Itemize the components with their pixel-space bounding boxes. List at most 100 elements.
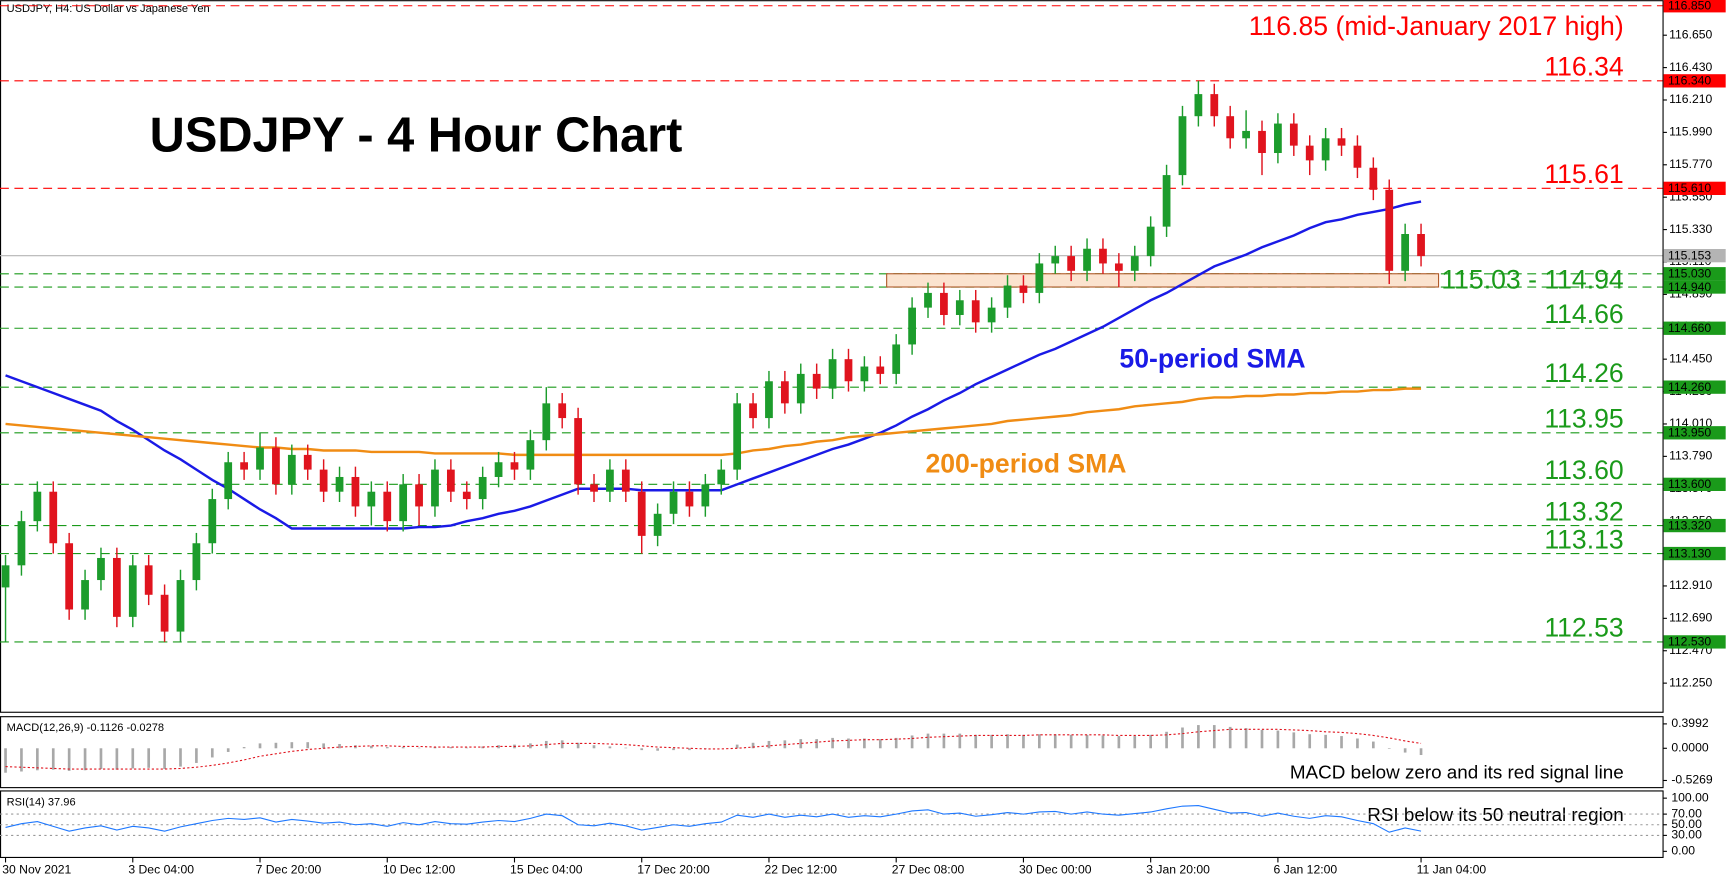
candle-body	[431, 469, 439, 507]
candle-body	[192, 543, 201, 581]
macd-bar	[831, 737, 834, 749]
macd-bar	[433, 747, 437, 749]
candle-body	[272, 447, 280, 485]
x-tick-label: 3 Dec 04:00	[128, 862, 194, 876]
sma-line	[5, 200, 1422, 530]
candle-body	[97, 557, 105, 581]
level-box	[1663, 546, 1726, 561]
macd-bar	[1387, 748, 1391, 749]
level-note: 113.32	[1544, 496, 1623, 526]
candle-body	[924, 292, 932, 308]
level-box-label: 115.610	[1668, 181, 1711, 195]
candle-body	[415, 484, 423, 507]
macd-bar	[560, 740, 564, 749]
level-note: 115.61	[1544, 159, 1623, 189]
macd-bar	[4, 748, 7, 773]
level-note: 113.13	[1544, 524, 1623, 554]
level-note: 114.26	[1544, 358, 1623, 388]
macd-bar	[226, 748, 230, 752]
level-box-label: 116.340	[1668, 74, 1711, 88]
level-box-label: 114.660	[1668, 321, 1711, 335]
macd-bar	[576, 742, 580, 749]
rsi-tick-label: 30.00	[1671, 828, 1702, 842]
candle-body	[860, 366, 869, 382]
candle-body	[1226, 116, 1235, 139]
sma200-label: 200-period SMA	[925, 449, 1126, 479]
candle-body	[208, 499, 217, 544]
macd-bar	[242, 747, 246, 749]
macd-bar	[115, 748, 119, 770]
y-tick-label: 115.770	[1669, 157, 1712, 171]
macd-bar	[83, 748, 87, 771]
candle-body	[987, 307, 996, 323]
macd-bar	[799, 739, 803, 749]
y-tick-label: 116.210	[1669, 92, 1712, 106]
macd-bar	[147, 748, 151, 768]
candle-body	[383, 491, 392, 522]
macd-bar	[1419, 748, 1423, 756]
level-box	[1663, 181, 1726, 195]
macd-bar	[36, 748, 39, 771]
macd-bar	[370, 745, 373, 749]
candle-body	[653, 513, 662, 536]
macd-tick-label: 0.0000	[1671, 741, 1708, 755]
candle-body	[1369, 167, 1378, 190]
macd-bar	[1038, 734, 1041, 749]
level-box	[1663, 0, 1726, 13]
macd-bar	[306, 742, 310, 749]
macd-bar	[195, 748, 198, 763]
level-box-label: 114.940	[1668, 280, 1711, 294]
x-tick-label: 6 Jan 12:00	[1273, 862, 1337, 876]
level-note: 116.34	[1544, 52, 1624, 82]
rsi-line	[5, 805, 1422, 833]
level-box-label: 114.260	[1668, 380, 1711, 394]
candle-body	[733, 403, 742, 470]
macd-bar	[401, 747, 405, 749]
candle-body	[796, 373, 805, 404]
macd-bar	[1260, 729, 1264, 749]
candle-body	[1083, 248, 1091, 271]
macd-bar	[99, 748, 103, 770]
macd-bar	[1117, 736, 1121, 749]
level-box-label: 113.600	[1668, 477, 1711, 491]
candle-body	[812, 373, 821, 389]
candle-body	[621, 469, 630, 492]
candle-body	[940, 292, 948, 315]
candle-body	[1337, 138, 1346, 146]
candle-body	[1353, 145, 1362, 168]
candle-body	[224, 462, 233, 500]
candle-body	[351, 476, 360, 507]
candle-body	[1162, 175, 1171, 227]
x-tick-label: 10 Dec 12:00	[383, 862, 456, 876]
level-box	[1663, 477, 1726, 491]
candle-body	[1258, 130, 1266, 154]
macd-bar	[640, 748, 644, 751]
level-box-label: 116.850	[1668, 0, 1711, 13]
level-note: 112.53	[1544, 613, 1623, 643]
macd-bar	[688, 748, 691, 751]
x-tick-label: 7 Dec 20:00	[256, 862, 322, 876]
macd-bar	[592, 745, 596, 749]
candle-body	[335, 476, 344, 492]
candle-body	[1194, 94, 1203, 117]
candle-body	[462, 491, 471, 500]
candle-body	[256, 447, 264, 470]
level-note: 113.60	[1544, 455, 1623, 485]
candle-body	[558, 403, 567, 419]
macd-bar	[1149, 734, 1153, 749]
candle-body	[1274, 123, 1282, 154]
macd-bar	[1292, 732, 1296, 749]
level-box	[1663, 380, 1726, 394]
x-tick-label: 17 Dec 20:00	[637, 862, 710, 876]
macd-bar	[274, 742, 278, 749]
macd-bar	[942, 733, 946, 749]
macd-tick-label: -0.5269	[1671, 773, 1713, 787]
y-tick-label: 112.250	[1669, 675, 1712, 689]
macd-bar	[1181, 727, 1184, 749]
candle-body	[494, 462, 503, 477]
level-box-label: 113.320	[1668, 518, 1711, 532]
level-box	[1663, 74, 1726, 88]
macd-bar	[863, 738, 866, 749]
